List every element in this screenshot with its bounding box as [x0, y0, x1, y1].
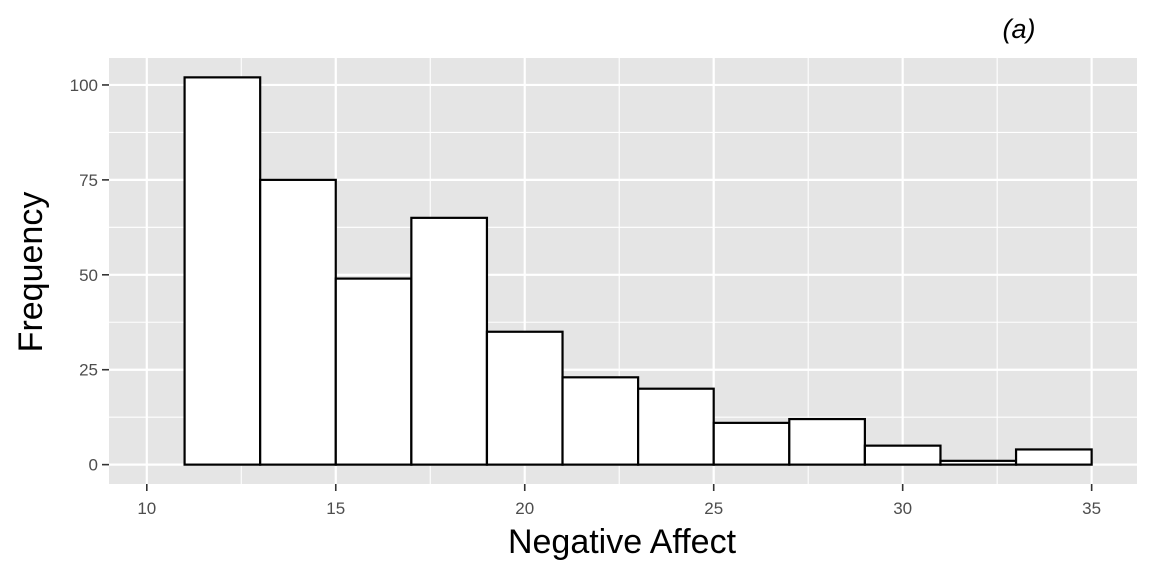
histogram-bar: [863, 444, 942, 466]
x-tick-label: 20: [515, 499, 534, 518]
histogram-bar: [183, 76, 262, 466]
x-tick-label: 10: [137, 499, 156, 518]
histogram-bar: [334, 277, 413, 466]
histogram-bars: [183, 76, 1093, 466]
histogram-bar: [939, 459, 1018, 466]
histogram-bar: [485, 330, 564, 466]
y-axis-title: Frequency: [12, 192, 50, 353]
y-axis: 0 25 50 75 100: [70, 76, 109, 475]
histogram-bar: [561, 376, 640, 466]
x-tick-label: 35: [1082, 499, 1101, 518]
x-tick-label: 30: [893, 499, 912, 518]
histogram-bar: [259, 178, 337, 466]
x-axis-title: Negative Affect: [508, 523, 737, 561]
y-tick-label: 100: [70, 76, 98, 95]
x-axis: 10 15 20 25 30 35: [137, 484, 1101, 518]
histogram-bar: [1014, 448, 1093, 466]
histogram-bar: [410, 216, 489, 466]
y-tick-label: 50: [79, 266, 98, 285]
histogram-bar: [637, 387, 715, 466]
y-tick-label: 25: [79, 361, 98, 380]
x-tick-label: 25: [704, 499, 723, 518]
y-tick-label: 0: [89, 456, 98, 475]
y-tick-label: 75: [79, 171, 98, 190]
histogram-bar: [712, 421, 791, 466]
x-tick-label: 15: [326, 499, 345, 518]
histogram-bar: [788, 417, 866, 466]
panel-tag: (a): [1003, 14, 1036, 44]
